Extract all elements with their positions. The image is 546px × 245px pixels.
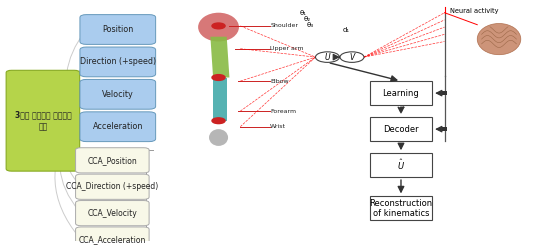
Circle shape [212, 118, 225, 123]
FancyBboxPatch shape [442, 127, 447, 131]
Text: CCA_Velocity: CCA_Velocity [87, 209, 137, 218]
Text: θ₁: θ₁ [299, 10, 306, 16]
FancyBboxPatch shape [370, 196, 432, 220]
Text: Elbow: Elbow [270, 79, 289, 84]
Text: Decoder: Decoder [383, 125, 419, 134]
FancyBboxPatch shape [442, 91, 447, 95]
FancyBboxPatch shape [75, 148, 149, 173]
Text: Reconstruction
of kinematics: Reconstruction of kinematics [370, 199, 432, 218]
FancyBboxPatch shape [80, 47, 156, 77]
Polygon shape [213, 77, 227, 121]
Polygon shape [210, 37, 229, 77]
FancyBboxPatch shape [75, 174, 149, 199]
Text: θ₃: θ₃ [307, 22, 314, 28]
Ellipse shape [477, 24, 521, 55]
Text: Neural activity: Neural activity [450, 9, 498, 14]
FancyBboxPatch shape [370, 117, 432, 141]
FancyBboxPatch shape [80, 79, 156, 109]
Text: Acceleration: Acceleration [93, 122, 143, 131]
Text: θ₂: θ₂ [303, 16, 310, 22]
Text: $\hat{U}$: $\hat{U}$ [397, 158, 405, 172]
Text: Wrist: Wrist [270, 124, 286, 129]
Circle shape [340, 52, 364, 62]
Text: Velocity: Velocity [102, 90, 134, 99]
FancyBboxPatch shape [75, 227, 149, 245]
Text: V: V [349, 53, 354, 61]
Text: Learning: Learning [383, 89, 419, 98]
FancyBboxPatch shape [80, 112, 156, 142]
FancyBboxPatch shape [6, 70, 80, 171]
Circle shape [212, 23, 225, 29]
FancyBboxPatch shape [80, 15, 156, 44]
Text: Position: Position [102, 25, 133, 34]
Text: CCA_Direction (+speed): CCA_Direction (+speed) [66, 182, 158, 191]
FancyBboxPatch shape [75, 201, 149, 226]
Text: 3차원 상지운동 파라미터
확립: 3차원 상지운동 파라미터 확립 [15, 110, 72, 131]
Text: Direction (+speed): Direction (+speed) [80, 57, 156, 66]
Text: U: U [325, 53, 330, 61]
Text: Forearm: Forearm [270, 109, 296, 114]
Text: Shoulder: Shoulder [270, 24, 298, 28]
Text: d₁: d₁ [343, 26, 350, 33]
FancyBboxPatch shape [370, 153, 432, 177]
Text: CCA_Acceleration: CCA_Acceleration [79, 235, 146, 244]
Ellipse shape [209, 129, 228, 146]
Ellipse shape [198, 13, 239, 41]
Circle shape [316, 52, 340, 62]
Text: CCA_Position: CCA_Position [87, 156, 137, 165]
Text: Upper arm: Upper arm [270, 46, 304, 51]
FancyBboxPatch shape [370, 81, 432, 105]
Circle shape [212, 75, 225, 80]
